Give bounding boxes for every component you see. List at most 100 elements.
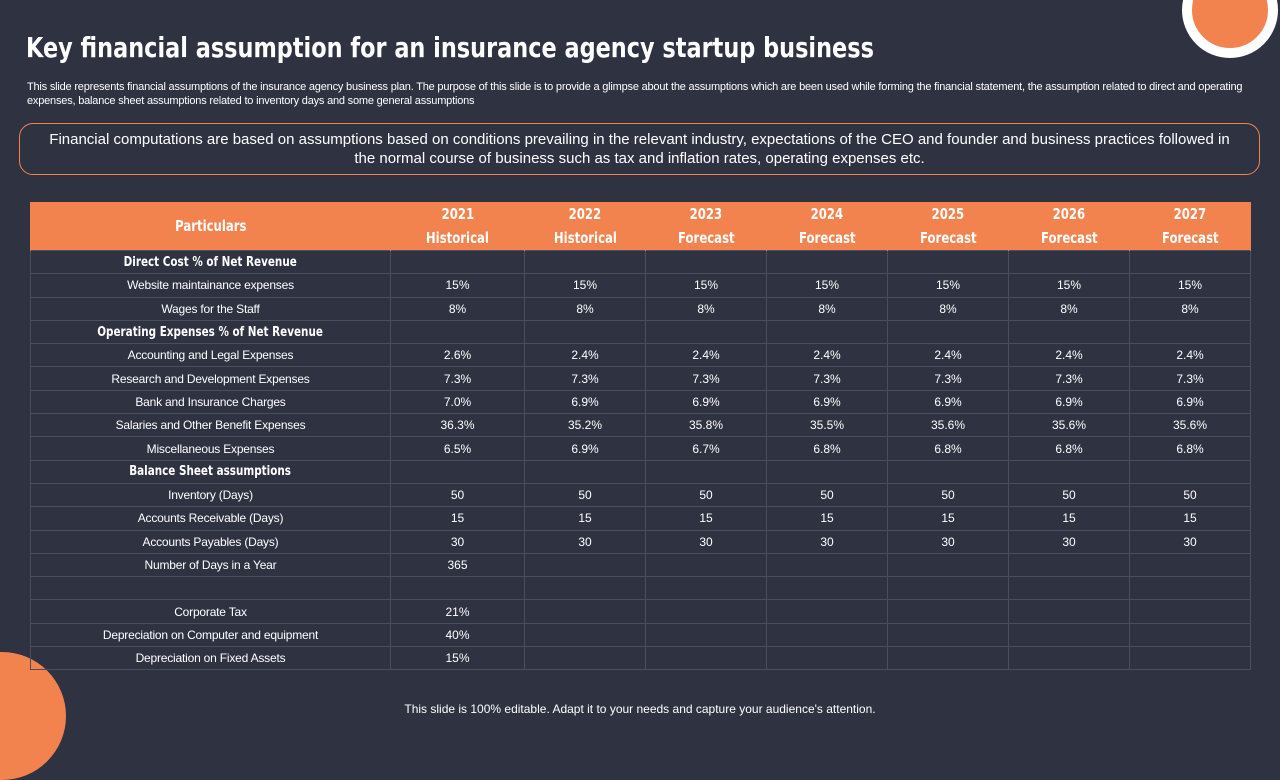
value-cell — [524, 552, 646, 578]
value-cell: 2.4% — [524, 343, 646, 368]
value-cell — [1129, 599, 1251, 624]
value-cell — [766, 646, 888, 671]
row-label — [30, 576, 391, 601]
table-row: Depreciation on Fixed Assets 15% — [30, 646, 1251, 671]
table-row: Miscellaneous Expenses 6.5% 6.9% 6.7% 6.8% 6.… — [30, 436, 1251, 461]
table-row: Depreciation on Computer and equipment 40… — [30, 622, 1251, 648]
value-cell — [766, 552, 888, 578]
slide-description: This slide represents financial assumpti… — [27, 81, 1243, 107]
value-cell: 2.4% — [1008, 343, 1130, 368]
table-row: Accounts Receivable (Days) 15 15 15 15 15 15 15 — [30, 506, 1251, 531]
header-year-2024: 2024 Forecast — [766, 202, 888, 251]
value-cell — [524, 599, 646, 624]
value-cell: 6.7% — [645, 436, 767, 461]
empty-cell — [390, 249, 525, 275]
table-row: Accounts Payables (Days) 30 30 30 30 30 30 30 — [30, 529, 1251, 554]
value-cell — [645, 552, 767, 578]
value-cell: 8% — [524, 296, 646, 321]
table-row: Research and Development Expenses 7.3% 7.3… — [30, 366, 1251, 391]
table-row — [30, 576, 1251, 601]
row-label: Accounts Receivable (Days) — [30, 506, 391, 531]
value-cell: 15% — [887, 273, 1009, 298]
row-label: Wages for the Staff — [30, 296, 391, 321]
value-cell: 365 — [390, 552, 525, 578]
value-cell — [887, 622, 1009, 648]
empty-cell — [1129, 249, 1251, 275]
value-cell: 8% — [390, 296, 525, 321]
value-cell — [645, 622, 767, 648]
value-cell — [1129, 622, 1251, 648]
row-label: Research and Development Expenses — [30, 366, 391, 391]
header-year-2025: 2025 Forecast — [887, 202, 1009, 251]
value-cell: 35.5% — [766, 413, 888, 438]
value-cell — [524, 622, 646, 648]
empty-cell — [390, 459, 525, 484]
value-cell: 50 — [524, 482, 646, 508]
value-cell: 8% — [887, 296, 1009, 321]
value-cell — [1129, 646, 1251, 671]
value-cell: 35.6% — [887, 413, 1009, 438]
value-cell: 50 — [1008, 482, 1130, 508]
row-label: Number of Days in a Year — [30, 552, 391, 578]
value-cell: 15 — [887, 506, 1009, 531]
empty-cell — [766, 459, 888, 484]
header-year-2023: 2023 Forecast — [645, 202, 767, 251]
value-cell: 8% — [645, 296, 767, 321]
row-label: Miscellaneous Expenses — [30, 436, 391, 461]
header-year-2027: 2027 Forecast — [1129, 202, 1251, 251]
row-label: Accounting and Legal Expenses — [30, 343, 391, 368]
row-label: Salaries and Other Benefit Expenses — [30, 413, 391, 438]
value-cell: 2.4% — [887, 343, 1009, 368]
empty-cell — [1129, 319, 1251, 345]
value-cell: 50 — [390, 482, 525, 508]
value-cell: 6.9% — [1129, 389, 1251, 415]
value-cell — [1008, 552, 1130, 578]
callout-text: Financial computations are based on assu… — [49, 131, 1230, 167]
table-row: Bank and Insurance Charges 7.0% 6.9% 6.9% 6.… — [30, 389, 1251, 415]
value-cell: 35.6% — [1008, 413, 1130, 438]
row-label: Inventory (Days) — [30, 482, 391, 508]
value-cell — [766, 622, 888, 648]
value-cell: 15% — [766, 273, 888, 298]
empty-cell — [766, 319, 888, 345]
value-cell: 7.3% — [1129, 366, 1251, 391]
empty-cell — [524, 319, 646, 345]
slide-title: Key financial assumption for an insuranc… — [26, 31, 874, 64]
value-cell: 6.8% — [766, 436, 888, 461]
section-row: Balance Sheet assumptions — [30, 459, 1251, 484]
value-cell — [766, 576, 888, 601]
section-row: Operating Expenses % of Net Revenue — [30, 319, 1251, 345]
table-header-row: Particulars 2021 Historical 2022 Historical… — [30, 202, 1251, 251]
empty-cell — [766, 249, 888, 275]
table-row: Number of Days in a Year 365 — [30, 552, 1251, 578]
value-cell: 7.3% — [1008, 366, 1130, 391]
value-cell: 2.6% — [390, 343, 525, 368]
value-cell: 2.4% — [766, 343, 888, 368]
empty-cell — [887, 319, 1009, 345]
value-cell — [1008, 622, 1130, 648]
value-cell: 15% — [390, 273, 525, 298]
row-label: Accounts Payables (Days) — [30, 529, 391, 554]
value-cell: 30 — [1008, 529, 1130, 554]
value-cell: 15% — [645, 273, 767, 298]
table-row: Accounting and Legal Expenses 2.6% 2.4% 2.4… — [30, 343, 1251, 368]
value-cell: 7.3% — [766, 366, 888, 391]
row-label: Corporate Tax — [30, 599, 391, 624]
row-label: Depreciation on Fixed Assets — [30, 646, 391, 671]
value-cell: 7.3% — [645, 366, 767, 391]
section-title: Direct Cost % of Net Revenue — [30, 249, 391, 275]
value-cell — [524, 646, 646, 671]
value-cell: 15% — [524, 273, 646, 298]
value-cell: 15 — [1129, 506, 1251, 531]
value-cell: 50 — [1129, 482, 1251, 508]
value-cell: 6.8% — [1008, 436, 1130, 461]
value-cell: 15 — [390, 506, 525, 531]
value-cell — [645, 576, 767, 601]
footer-note: This slide is 100% editable. Adapt it to… — [404, 702, 876, 716]
empty-cell — [1008, 319, 1130, 345]
empty-cell — [1008, 459, 1130, 484]
row-label: Website maintainance expenses — [30, 273, 391, 298]
value-cell: 6.8% — [1129, 436, 1251, 461]
value-cell: 6.9% — [524, 436, 646, 461]
header-year-2022: 2022 Historical — [524, 202, 646, 251]
